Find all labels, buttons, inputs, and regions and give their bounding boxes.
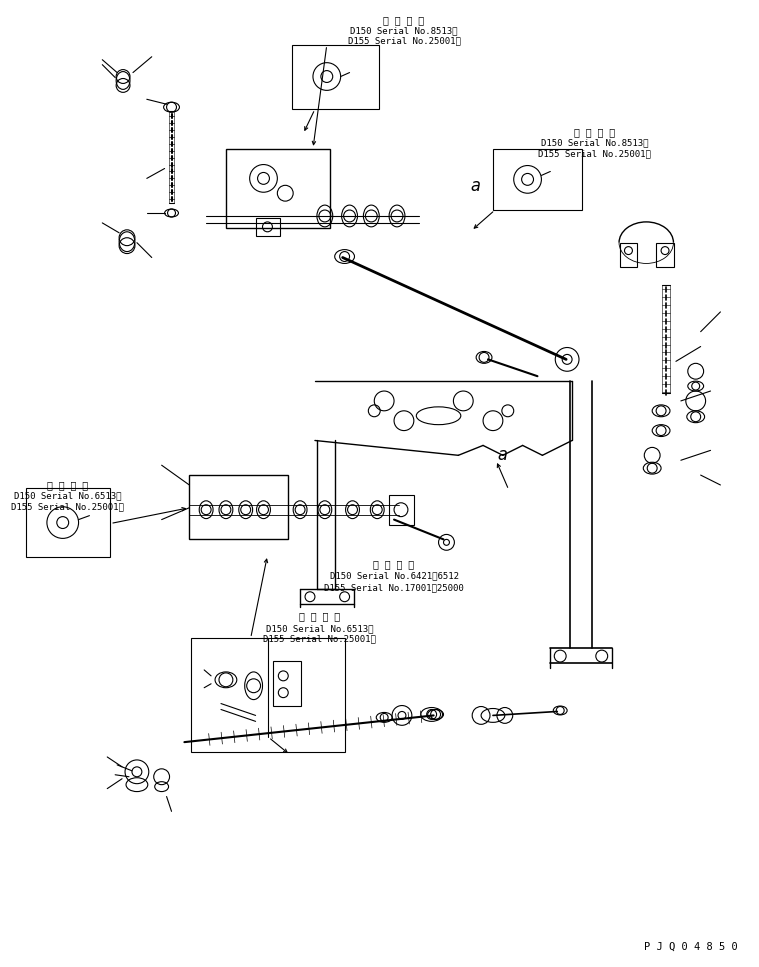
Text: 適 用 号 機: 適 用 号 機 (299, 611, 341, 622)
Bar (493, 149, 582, 210)
Bar (619, 243, 638, 268)
Text: D155 Serial No.25001～: D155 Serial No.25001～ (348, 37, 461, 45)
Text: D155 Serial No.25001～: D155 Serial No.25001～ (11, 502, 124, 512)
Bar (191, 638, 345, 752)
Bar (389, 495, 414, 524)
Text: D150 Serial No.6513～: D150 Serial No.6513～ (14, 491, 121, 500)
Bar (292, 44, 380, 109)
Text: D150 Serial No.8513～: D150 Serial No.8513～ (350, 26, 458, 36)
Bar (656, 243, 674, 268)
Text: D150 Serial No.6421～6512: D150 Serial No.6421～6512 (329, 571, 458, 580)
Text: 適 用 号 機: 適 用 号 機 (47, 480, 88, 490)
Text: D155 Serial No.17001～25000: D155 Serial No.17001～25000 (324, 583, 464, 593)
Bar (226, 149, 329, 228)
Bar (26, 488, 110, 557)
Bar (256, 218, 280, 236)
Text: D155 Serial No.25001～: D155 Serial No.25001～ (538, 149, 651, 159)
Text: a: a (498, 447, 508, 464)
Text: D150 Serial No.8513～: D150 Serial No.8513～ (541, 138, 649, 147)
Text: 適 用 号 機: 適 用 号 機 (575, 127, 616, 137)
Bar (189, 475, 288, 540)
Text: a: a (470, 177, 480, 195)
Bar (273, 661, 301, 706)
Text: D150 Serial No.6513～: D150 Serial No.6513～ (266, 624, 373, 632)
Text: 適 用 号 機: 適 用 号 機 (383, 15, 424, 25)
Text: D155 Serial No.25001～: D155 Serial No.25001～ (263, 634, 376, 644)
Text: P J Q 0 4 8 5 0: P J Q 0 4 8 5 0 (644, 942, 738, 952)
Text: 適 用 号 機: 適 用 号 機 (373, 559, 414, 570)
